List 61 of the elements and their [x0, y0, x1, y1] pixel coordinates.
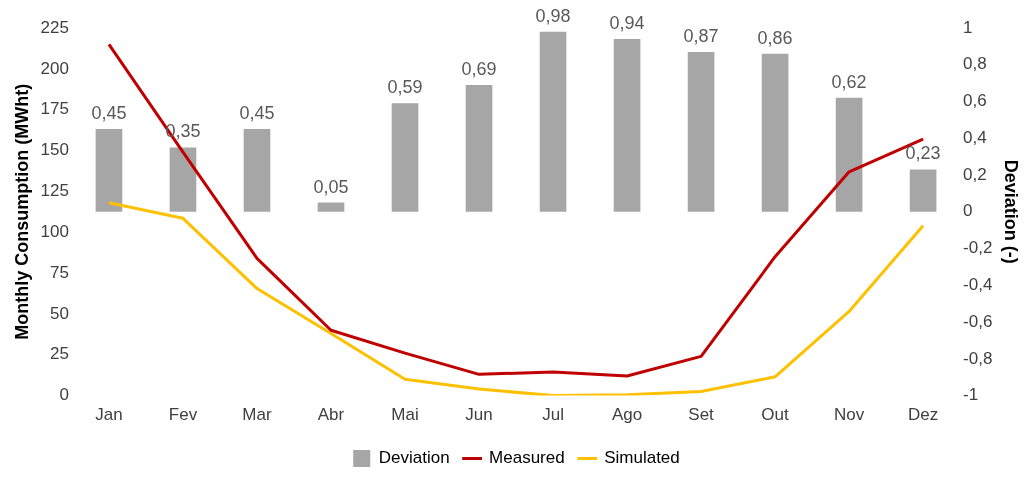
y2-tick-label: 0 [963, 201, 973, 221]
y-tick-label: 175 [40, 99, 69, 119]
data-label: 0,23 [905, 143, 941, 164]
bar [243, 129, 271, 212]
y2-tick-label: 0,4 [963, 127, 987, 147]
bar [539, 31, 567, 212]
x-tick-label: Fev [168, 405, 198, 425]
y-tick-label: 50 [50, 303, 69, 323]
y2-tick-label: 0,8 [963, 54, 987, 74]
data-label: 0,05 [313, 176, 349, 197]
bar [317, 202, 345, 212]
y-tick-label: 200 [40, 58, 69, 78]
bar [687, 51, 715, 212]
y-tick-label: 225 [40, 17, 69, 37]
y2-tick-label: 0,2 [963, 164, 987, 184]
x-tick-label: Abr [317, 405, 345, 425]
y2-tick-label: -0,4 [963, 275, 993, 295]
y-tick-label: 25 [50, 344, 69, 364]
bar [761, 53, 789, 212]
x-tick-label: Set [688, 405, 715, 425]
x-tick-label: Out [761, 405, 790, 425]
y-tick-label: 0 [59, 385, 69, 405]
y2-tick-label: -1 [963, 385, 979, 405]
x-tick-label: Jul [542, 405, 564, 425]
y2-tick-label: -0,6 [963, 311, 993, 331]
data-label: 0,86 [757, 27, 793, 48]
x-tick-label: Jun [465, 405, 493, 425]
y-tick-label: 100 [40, 221, 69, 241]
data-label: 0,69 [461, 58, 497, 79]
data-label: 0,62 [831, 71, 867, 92]
data-label: 0,87 [683, 25, 719, 46]
x-tick-label: Mai [391, 405, 419, 425]
y2-tick-label: -0,2 [963, 238, 993, 258]
data-label: 0,45 [239, 103, 275, 124]
x-tick-label: Nov [833, 405, 865, 425]
y2-axis-title: Deviation (-) [1001, 159, 1022, 264]
legend-label: Deviation [378, 448, 450, 468]
data-label: 0,94 [609, 13, 645, 33]
legend-label: Simulated [604, 448, 680, 468]
bar [95, 129, 123, 212]
y-axis-title: Monthly Consumption (MWht) [11, 83, 32, 340]
x-tick-label: Ago [611, 405, 643, 425]
bar [909, 169, 937, 212]
y-tick-label: 75 [50, 262, 69, 282]
y2-tick-label: 0,6 [963, 91, 987, 111]
y2-tick-label: 1 [963, 17, 973, 37]
x-tick-label: Dez [907, 405, 939, 425]
data-label: 0,98 [535, 5, 571, 26]
bar [835, 97, 863, 212]
y-tick-label: 150 [40, 140, 69, 160]
data-label: 0,45 [91, 103, 127, 124]
bar [391, 103, 419, 212]
data-label: 0,59 [387, 77, 423, 98]
y2-tick-label: -0,8 [963, 348, 993, 368]
x-tick-label: Jan [95, 405, 123, 425]
y-tick-label: 125 [40, 181, 69, 201]
bar [465, 84, 493, 212]
bar [169, 147, 197, 212]
legend-label: Measured [489, 448, 565, 468]
bar [613, 39, 641, 212]
x-tick-label: Mar [242, 405, 272, 425]
